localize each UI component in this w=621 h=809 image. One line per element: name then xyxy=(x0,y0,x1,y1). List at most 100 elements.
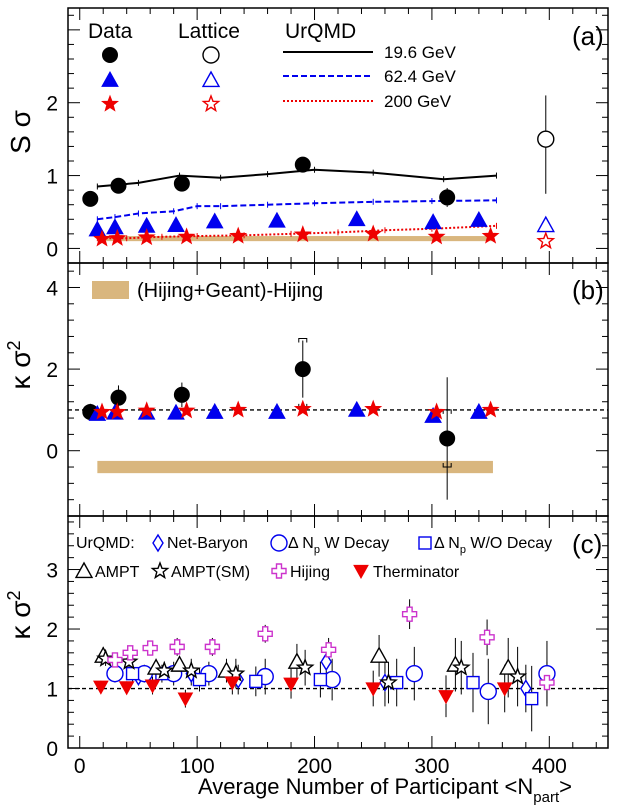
legend-c: UrQMD: Net-Baryon Δ Np W Decay Δ Np W/O … xyxy=(74,533,552,581)
data-point xyxy=(204,639,221,655)
x-tick-label: 0 xyxy=(74,755,86,778)
data-point xyxy=(93,402,112,420)
data-point xyxy=(481,226,500,244)
data-point xyxy=(93,680,109,695)
data-point xyxy=(496,682,513,697)
data-point xyxy=(320,652,333,672)
panel-c-ylabel-sup: 2 xyxy=(4,590,24,600)
x-axis-title: Average Number of Participant <Npart> xyxy=(198,774,572,806)
legend-c-therm: Therminator xyxy=(373,564,460,581)
data-point xyxy=(293,225,312,243)
legend-c-np-wo-main: Δ N xyxy=(434,535,460,552)
hijing-geant-bands xyxy=(97,236,493,474)
data-point xyxy=(96,648,116,667)
legend-band-label: (Hijing+Geant)-Hijing xyxy=(137,280,323,302)
panel-b-ylabel-main: κ σ xyxy=(5,350,36,389)
legend-c-ampt: AMPT xyxy=(95,564,140,581)
hijing-band xyxy=(97,236,493,242)
legend-c-np-w-tail: W Decay xyxy=(320,535,389,552)
legend-c-np-w-sub: p xyxy=(314,544,320,556)
data-point xyxy=(438,690,454,705)
data-point xyxy=(268,211,286,228)
data-point xyxy=(283,677,299,692)
panel-c-label: (c) xyxy=(572,529,602,559)
data-point xyxy=(173,175,190,192)
data-point xyxy=(177,401,196,419)
legend-c-np-w: Δ Np W Decay xyxy=(288,535,389,556)
legend-data-triangle xyxy=(101,70,119,87)
data-point xyxy=(93,229,112,247)
data-point xyxy=(295,657,315,676)
y-tick-label: 2 xyxy=(46,93,58,116)
data-point xyxy=(424,213,442,230)
legend-data-header: Data xyxy=(88,20,133,43)
data-point xyxy=(439,189,456,206)
data-point xyxy=(154,660,174,679)
legend-c-netbaryon: Net-Baryon xyxy=(167,535,248,552)
data-point xyxy=(268,402,286,419)
legend-amptsm-symbol xyxy=(150,561,170,580)
legend-data-circle xyxy=(102,47,118,63)
legend-energy-19: 19.6 GeV xyxy=(384,43,456,62)
syst-bracket xyxy=(442,409,452,414)
legend-c-np-wo-sub: p xyxy=(460,544,466,556)
data-point xyxy=(257,626,273,642)
data-point xyxy=(205,212,224,229)
data-point xyxy=(470,210,488,227)
legend-c-urqmd: UrQMD: xyxy=(76,535,135,552)
urqmd-curve xyxy=(97,168,497,188)
legend-a: Data Lattice UrQMD 19.6 GeV 62.4 GeV 200… xyxy=(88,20,456,113)
data-point xyxy=(294,361,311,378)
data-point xyxy=(479,629,495,646)
legend-therm-symbol xyxy=(353,564,369,580)
legend-lattice-star xyxy=(201,94,221,113)
x-tick-label: 400 xyxy=(532,755,567,778)
data-point xyxy=(229,400,248,418)
data-point xyxy=(466,675,480,690)
data-point xyxy=(470,402,488,419)
x-axis-title-main: Average Number of Participant <N xyxy=(198,774,533,799)
x-axis-title-end: > xyxy=(559,774,572,799)
data-point xyxy=(294,156,311,173)
legend-c-amptsm: AMPT(SM) xyxy=(171,564,250,581)
data-point xyxy=(229,226,248,244)
data-point xyxy=(451,657,471,676)
hijing-band xyxy=(97,460,493,474)
data-point xyxy=(167,216,185,233)
data-point xyxy=(369,646,389,663)
data-point xyxy=(137,401,156,419)
legend-energy-62: 62.4 GeV xyxy=(384,67,456,86)
legend-hijing-symbol xyxy=(271,563,287,579)
data-point xyxy=(110,389,127,406)
data-point xyxy=(181,660,201,679)
legend-lattice-triangle xyxy=(201,70,221,88)
data-point xyxy=(479,682,497,701)
legend-c-hijing: Hijing xyxy=(290,564,330,581)
legend-np-w-symbol xyxy=(270,534,288,552)
panel-b-ylabel: κ σ2 xyxy=(4,340,36,389)
data-point xyxy=(401,606,418,622)
legend-b: (Hijing+Geant)-Hijing xyxy=(92,280,323,302)
data-point xyxy=(524,691,539,706)
data-point xyxy=(110,177,127,194)
y-tick-label: 4 xyxy=(46,277,58,300)
data-point xyxy=(539,674,555,691)
data-point xyxy=(481,400,500,418)
data-point xyxy=(249,674,263,689)
data-point xyxy=(439,430,456,447)
data-point xyxy=(144,679,161,694)
data-point xyxy=(173,386,190,403)
data-point xyxy=(347,210,366,227)
data-point xyxy=(313,672,328,687)
panel-c-ylabel: κ σ2 xyxy=(4,590,36,639)
legend-netbaryon-symbol xyxy=(152,533,164,553)
data-point xyxy=(508,666,528,685)
data-point xyxy=(364,224,383,242)
lattice-point xyxy=(536,215,555,233)
legend-c-np-wo: Δ Np W/O Decay xyxy=(434,535,552,556)
data-point xyxy=(427,227,446,245)
lattice-point xyxy=(537,130,555,148)
axis-ticks: 0 100 200 300 400 0 1 2 0 2 4 0 1 2 3 xyxy=(46,8,608,778)
data-point xyxy=(118,681,135,696)
